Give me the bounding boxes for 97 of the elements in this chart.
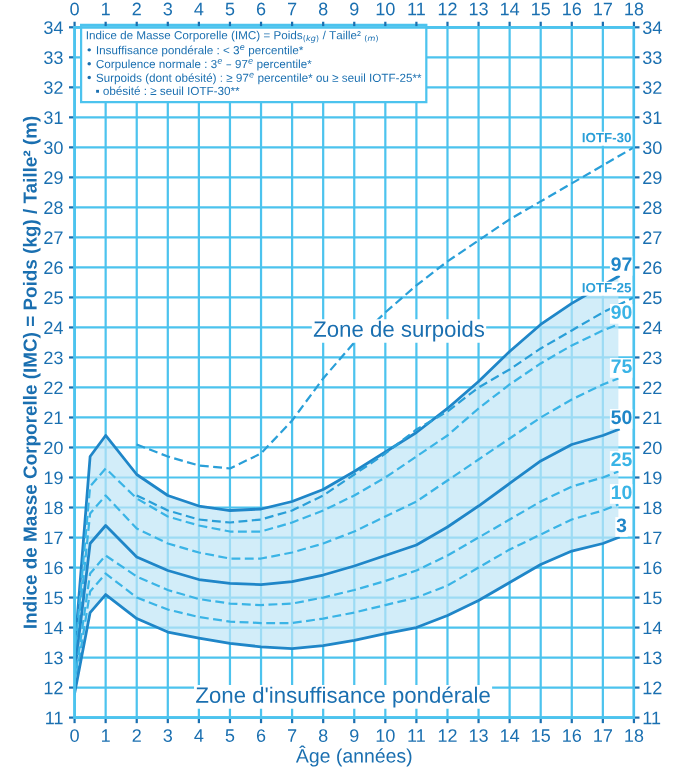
x2-tick-label: 14 xyxy=(500,2,520,16)
x-tick-label: 15 xyxy=(532,729,550,742)
y2-tick-label: 31 xyxy=(642,111,662,125)
y2-tick-label: 21 xyxy=(643,411,662,425)
x2-tick-label: 17 xyxy=(594,2,612,16)
y2-tick-label: 25 xyxy=(643,291,662,305)
x2-tick-label: 10 xyxy=(376,2,395,16)
x2-tick-label: 8 xyxy=(318,2,328,16)
y-tick-label: 11 xyxy=(46,711,63,725)
y2-tick-label: 34 xyxy=(642,21,662,35)
annotation: Zone d'insuffisance pondérale xyxy=(196,686,490,708)
y2-tick-label: 29 xyxy=(643,171,662,185)
x2-tick-label: 1 xyxy=(102,2,110,16)
y2-tick-label: 17 xyxy=(643,531,662,545)
y2-tick-label: 26 xyxy=(643,261,662,275)
x-axis-title: Âge (années) xyxy=(295,745,412,767)
y-tick-label: 16 xyxy=(44,561,63,575)
y-tick-label: 24 xyxy=(44,321,63,334)
y-axis-title: Indice de Masse Corporelle (IMC) = Poids (kg) / Taille² (m) xyxy=(22,116,41,628)
x-tick-label: 13 xyxy=(469,729,488,742)
series-label: 25 xyxy=(611,452,632,467)
x-tick-label: 18 xyxy=(625,729,644,742)
y-tick-label: 28 xyxy=(44,201,63,215)
x2-tick-label: 5 xyxy=(225,2,235,16)
series-label: 97 xyxy=(611,257,632,272)
y-tick-label: 34 xyxy=(44,21,63,35)
y2-tick-label: 11 xyxy=(643,711,661,725)
annotation: Zone de surpoids xyxy=(313,320,485,342)
series-label: 10 xyxy=(611,485,632,500)
y2-tick-label: 14 xyxy=(643,621,662,635)
y-tick-label: 31 xyxy=(44,111,63,125)
y2-tick-label: 13 xyxy=(643,651,662,665)
x2-tick-label: 4 xyxy=(194,2,204,16)
x2-tick-label: 6 xyxy=(256,2,266,16)
y-tick-label: 26 xyxy=(44,261,63,275)
x-tick-label: 8 xyxy=(318,729,328,742)
y2-tick-label: 24 xyxy=(643,321,662,334)
x-tick-label: 16 xyxy=(563,729,582,742)
x-tick-label: 7 xyxy=(288,729,297,742)
x2-tick-label: 13 xyxy=(469,2,488,16)
x-tick-label: 11 xyxy=(408,729,425,742)
x-tick-label: 17 xyxy=(594,729,612,742)
x-tick-label: 10 xyxy=(376,729,395,742)
x-tick-label: 14 xyxy=(500,729,520,742)
y-tick-label: 23 xyxy=(44,351,63,365)
y-tick-label: 15 xyxy=(44,591,63,605)
y2-tick-label: 15 xyxy=(643,591,662,605)
y2-tick-label: 16 xyxy=(643,561,662,575)
x2-tick-label: 7 xyxy=(288,2,297,16)
y2-tick-label: 23 xyxy=(643,351,662,365)
y2-tick-label: 19 xyxy=(643,471,662,485)
y2-tick-label: 32 xyxy=(642,81,662,95)
y2-tick-label: 33 xyxy=(642,51,662,65)
y-tick-label: 14 xyxy=(44,621,63,635)
y-tick-label: 12 xyxy=(44,681,63,695)
y-tick-label: 30 xyxy=(44,141,63,155)
y2-tick-label: 30 xyxy=(642,141,662,155)
y-tick-label: 13 xyxy=(44,651,63,665)
x-tick-label: 5 xyxy=(225,729,235,742)
x2-tick-label: 15 xyxy=(532,2,550,16)
x2-tick-label: 0 xyxy=(70,2,79,16)
x2-tick-label: 3 xyxy=(163,2,173,16)
x-tick-label: 4 xyxy=(194,729,204,742)
y-tick-label: 21 xyxy=(44,411,63,425)
x2-tick-label: 12 xyxy=(438,2,457,16)
series-label: 90 xyxy=(611,305,632,320)
y-tick-label: 25 xyxy=(44,291,63,305)
x-tick-label: 9 xyxy=(350,729,359,742)
x2-tick-label: 2 xyxy=(132,2,141,16)
x2-tick-label: 16 xyxy=(563,2,582,16)
x2-tick-label: 9 xyxy=(350,2,359,16)
y2-tick-label: 18 xyxy=(643,501,662,515)
x2-tick-label: 11 xyxy=(408,2,425,16)
y-tick-label: 18 xyxy=(44,501,63,515)
x2-tick-label: 18 xyxy=(625,2,644,16)
series-label: 3 xyxy=(616,518,627,533)
series-label: 50 xyxy=(611,410,632,425)
x-tick-label: 6 xyxy=(256,729,266,742)
series-label: 75 xyxy=(611,359,632,374)
y-tick-label: 17 xyxy=(44,531,63,545)
x-tick-label: 2 xyxy=(132,729,141,742)
x-tick-label: 0 xyxy=(70,729,79,742)
y-tick-label: 33 xyxy=(44,51,63,65)
y2-tick-label: 28 xyxy=(643,201,662,215)
y-tick-label: 32 xyxy=(44,81,63,95)
y-tick-label: 20 xyxy=(44,441,63,455)
y2-tick-label: 27 xyxy=(643,231,662,244)
x-tick-label: 1 xyxy=(102,729,110,742)
y-tick-label: 22 xyxy=(44,381,63,394)
y-tick-label: 27 xyxy=(44,231,63,244)
y2-tick-label: 22 xyxy=(643,381,662,394)
y2-tick-label: 20 xyxy=(643,441,662,455)
y-tick-label: 19 xyxy=(44,471,63,485)
x-tick-label: 12 xyxy=(438,729,457,742)
y-tick-label: 29 xyxy=(44,171,63,185)
y2-tick-label: 12 xyxy=(643,681,662,695)
x-tick-label: 3 xyxy=(163,729,173,742)
